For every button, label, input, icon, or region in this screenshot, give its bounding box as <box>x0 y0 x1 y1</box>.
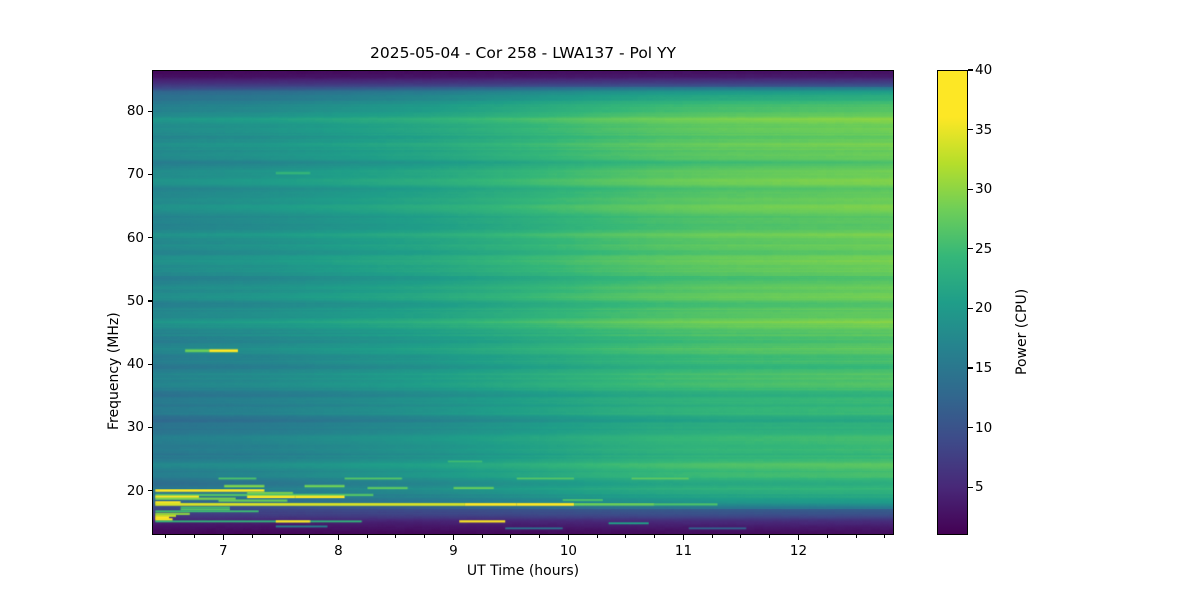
y-tick <box>147 110 152 112</box>
x-tick <box>797 535 800 540</box>
colorbar-tick <box>968 367 973 369</box>
colorbar-label: Power (CPU) <box>1014 288 1030 375</box>
x-tick <box>452 535 454 540</box>
colorbar-gradient <box>938 71 967 534</box>
colorbar-tick-label: 5 <box>975 479 984 496</box>
x-tick <box>222 535 224 540</box>
x-tick-minor <box>596 535 598 538</box>
colorbar-tick-label: 40 <box>975 62 993 78</box>
colorbar-tick-label: 25 <box>975 240 993 257</box>
colorbar-ticks <box>968 69 974 535</box>
page-title: 2025-05-04 - Cor 258 - LWA137 - Pol YY <box>370 44 676 62</box>
colorbar-tick <box>968 307 973 310</box>
spectrogram-axes[interactable] <box>152 70 894 535</box>
x-tick-minor <box>740 535 742 538</box>
x-tick-label: 7 <box>219 543 228 559</box>
x-tick <box>567 535 570 540</box>
y-tick-label: 70 <box>126 166 144 183</box>
y-tick-label: 60 <box>126 229 144 246</box>
x-axis-ticks <box>152 535 894 541</box>
colorbar-tick-label: 15 <box>975 360 993 377</box>
x-tick-minor <box>366 535 368 538</box>
x-tick-minor <box>481 535 483 538</box>
x-tick-label: 11 <box>674 543 693 559</box>
y-tick-label: 50 <box>126 292 144 309</box>
colorbar-tick-labels: 5 10 15 20 25 30 35 40 <box>975 62 1015 535</box>
x-tick-minor <box>884 535 886 538</box>
colorbar-tick <box>968 69 973 71</box>
x-tick-label: 10 <box>559 543 578 559</box>
x-axis-label: UT Time (hours) <box>466 563 580 579</box>
y-tick <box>147 490 152 492</box>
x-tick-minor <box>424 535 426 538</box>
x-tick-minor <box>769 535 771 538</box>
x-tick-minor <box>309 535 311 538</box>
y-tick <box>147 173 152 175</box>
y-axis-ticks <box>147 70 153 535</box>
x-tick-label: 8 <box>334 543 343 559</box>
colorbar[interactable] <box>937 70 968 535</box>
x-tick-minor <box>625 535 627 538</box>
y-axis-label: Frequency (MHz) <box>106 312 122 430</box>
x-tick-minor <box>826 535 828 538</box>
x-tick-minor <box>654 535 656 538</box>
x-tick-minor <box>395 535 397 538</box>
x-tick-minor <box>251 535 253 538</box>
x-tick-minor <box>280 535 282 538</box>
x-tick-minor <box>855 535 857 538</box>
spectrogram-image <box>153 71 893 534</box>
y-axis-tick-labels: 20 30 40 50 60 70 80 <box>80 70 144 535</box>
colorbar-tick-label: 35 <box>975 121 993 138</box>
colorbar-tick <box>968 248 973 250</box>
y-tick <box>147 426 152 429</box>
x-axis-tick-labels: 7 8 9 10 11 12 <box>152 543 894 563</box>
x-tick-minor <box>539 535 541 538</box>
y-tick <box>147 237 152 239</box>
y-tick-label: 40 <box>126 356 144 373</box>
y-tick-label: 30 <box>126 419 144 436</box>
colorbar-tick <box>968 188 973 190</box>
x-tick-label: 9 <box>449 543 458 559</box>
y-tick <box>147 363 152 365</box>
colorbar-tick-label: 10 <box>975 419 993 436</box>
colorbar-tick <box>968 427 973 429</box>
x-tick-minor <box>165 535 167 538</box>
spectrogram-canvas <box>153 71 893 534</box>
x-tick-minor <box>510 535 512 538</box>
x-tick-label: 12 <box>789 543 808 559</box>
y-tick-label: 20 <box>126 482 144 499</box>
colorbar-tick <box>968 486 973 488</box>
x-tick <box>682 535 685 540</box>
x-tick-minor <box>711 535 713 538</box>
colorbar-tick-label: 30 <box>975 181 993 198</box>
x-tick <box>337 535 339 540</box>
y-tick <box>147 300 152 302</box>
colorbar-tick-label: 20 <box>975 300 993 317</box>
x-tick-minor <box>194 535 196 538</box>
y-tick-label: 80 <box>126 103 144 120</box>
colorbar-tick <box>968 129 973 131</box>
